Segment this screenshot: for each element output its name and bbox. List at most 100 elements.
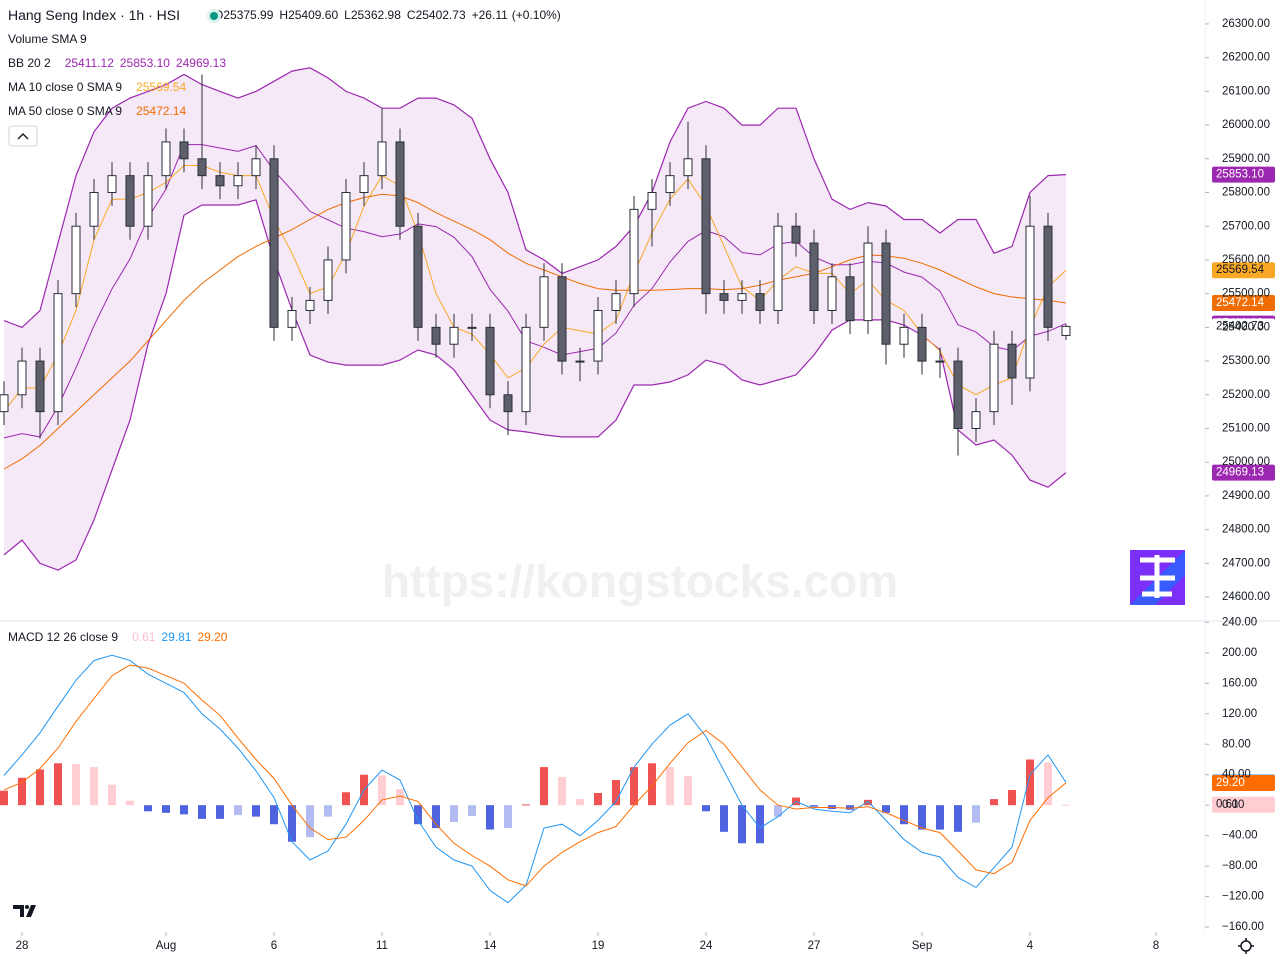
close-last-box [1212,318,1275,335]
candle-body [161,141,171,177]
collapse-box[interactable] [8,125,38,147]
collapse-button[interactable] [8,125,38,147]
y-tick-label: 25800.00 [1222,187,1270,199]
candle-body [0,394,9,413]
candle-body [953,360,963,430]
ma10-last-box [1212,262,1275,279]
histogram-bar [486,805,494,830]
y-tick-label: 24900.00 [1222,490,1270,502]
macd-title: MACD 12 26 close 9 [8,630,118,644]
bb-lower-last: 24969.13 [1216,467,1264,479]
ma10-title: MA 10 close 0 SMA 9 [8,80,122,94]
macd-value: 29.81 [161,630,191,644]
x-tick-label: 6 [271,940,277,952]
candle-body [989,343,999,413]
status-dot [210,12,218,20]
candle-body [467,326,477,329]
candle-body [179,141,189,160]
histogram-bar [576,799,584,806]
histogram-bar [72,764,80,806]
x-tick-label: Aug [156,940,176,952]
tv-logo [13,905,36,917]
histogram-bar [594,792,602,806]
candle-body [827,276,837,312]
macd-line [3,654,1067,904]
high-prefix: H [279,8,288,22]
candle-body [557,276,567,362]
candle-body [269,158,279,328]
candle-body [89,192,99,227]
candle-body [215,175,225,187]
candle-body [539,276,549,328]
candle-body [287,310,297,328]
histogram-bar [90,767,98,806]
candle-body [683,158,693,177]
histogram-bar [288,805,296,842]
candle-body [1061,325,1071,336]
histogram-bar [630,767,638,806]
candle-body [143,175,153,227]
hist-last-box [1212,796,1275,813]
y-tick-label: 25500.00 [1222,288,1270,300]
ma50-title: MA 50 close 0 SMA 9 [8,104,122,118]
histogram-bar [1008,789,1016,806]
candle-body [53,293,63,413]
candle-body [809,242,819,312]
x-tick-label: 19 [592,940,605,952]
bb-upper-last: 25853.10 [1216,169,1264,181]
histogram-bar [18,777,26,806]
signal-last-box [1212,774,1275,791]
low-value: 25362.98 [351,8,401,22]
settings-cogs[interactable] [1238,938,1254,954]
histogram-bar [216,805,224,819]
bb-upper-line [3,67,1067,329]
histogram-bar [666,767,674,806]
histogram-bar [198,805,206,819]
histogram-bar [864,799,872,806]
logo [1130,550,1185,605]
watermark: https://kongstocks.com [382,555,898,607]
candle-body [611,293,621,312]
status-line: Hang Seng Index · 1h · HSIO25375.99H2540… [8,7,561,23]
candle-body [791,225,801,244]
histogram-bar [468,805,476,816]
macd-legend: MACD 12 26 close 9 0.61 29.81 29.20 [8,630,228,644]
histogram-bar [972,805,980,823]
y-tick-label: 25000.00 [1222,456,1270,468]
y-tick-label: 0.00 [1222,799,1244,811]
close-last: 25402.73 [1216,320,1264,332]
histogram-bar [504,805,512,829]
histogram-bar [756,805,764,844]
histogram-bar [720,805,728,832]
candle-body [17,360,27,396]
candle-body [341,192,351,261]
histogram-bar [126,800,134,806]
tv-logo-dot [25,905,29,909]
histogram-bar [54,763,62,806]
y-tick-label: 160.00 [1222,677,1257,689]
y-tick-label: 24800.00 [1222,524,1270,536]
histogram-bar [810,805,818,807]
y-tick-label: −160.00 [1222,921,1264,933]
y-tick-label: 120.00 [1222,708,1257,720]
y-tick-label: 200.00 [1222,647,1257,659]
histogram-bar [396,789,404,806]
y-tick-label: −80.00 [1222,860,1258,872]
candle-body [1043,225,1053,328]
settings-button[interactable] [1238,938,1254,954]
histogram-bar [234,805,242,816]
signal-line [3,664,1067,887]
histogram-bar [108,784,116,806]
y-tick-label: 25900.00 [1222,153,1270,165]
candle-body [71,225,81,295]
x-tick-label: 11 [376,940,388,952]
hist-last: 0.61 [1216,799,1238,811]
candle-body [737,293,747,301]
x-tick-label: Sep [912,940,932,952]
candle-body [503,394,513,413]
collapse-icon[interactable] [17,133,29,140]
y-tick-label: 25600.00 [1222,254,1270,266]
histogram-bar [954,805,962,832]
